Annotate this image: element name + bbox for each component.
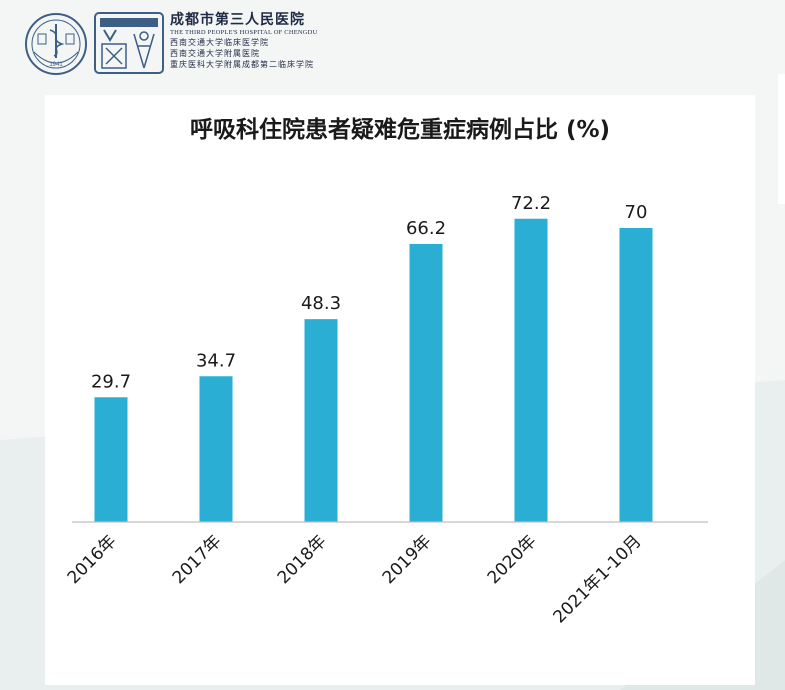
bar-chart: 呼吸科住院患者疑难危重症病例占比 (%) 29.7 34.7 48.3 66.2 72.… — [64, 116, 708, 627]
chart-title: 呼吸科住院患者疑难危重症病例占比 (%) — [190, 116, 610, 143]
bar-5 — [619, 228, 653, 522]
seal-year: 1941 — [49, 62, 63, 68]
affiliation-line-1: 西南交通大学临床医学院 — [170, 38, 269, 47]
bar-2 — [304, 319, 338, 522]
x-tick-label-2: 2018年 — [274, 531, 331, 588]
chart-panel: 呼吸科住院患者疑难危重症病例占比 (%) 29.7 34.7 48.3 66.2 72.… — [45, 95, 755, 685]
x-tick-label-5: 2021年1-10月 — [549, 531, 645, 627]
affiliation-line-2: 西南交通大学附属医院 — [170, 49, 260, 58]
value-label-1: 34.7 — [196, 350, 236, 371]
university-logo — [94, 12, 164, 74]
value-label-4: 72.2 — [511, 193, 551, 214]
value-label-3: 66.2 — [406, 218, 446, 239]
x-tick-label-4: 2020年 — [484, 531, 541, 588]
value-label-5: 70 — [625, 202, 648, 223]
hospital-name-en: THE THIRD PEOPLE'S HOSPITAL OF CHENGDU — [170, 29, 318, 36]
value-label-2: 48.3 — [301, 293, 341, 314]
value-labels-layer: 29.7 34.7 48.3 66.2 72.2 70 — [91, 193, 647, 393]
hospital-text-block: 成都市第三人民医院 THE THIRD PEOPLE'S HOSPITAL OF… — [170, 12, 410, 70]
bar-4 — [514, 218, 548, 522]
x-tick-label-1: 2017年 — [169, 531, 226, 588]
bar-3 — [409, 243, 443, 522]
bar-1 — [199, 376, 233, 522]
hospital-header: 1941 成都市第三人民医院 THE THIRD PEOPLE'S HOSPIT… — [24, 10, 404, 76]
hospital-seal-logo: 1941 — [25, 13, 87, 75]
affiliation-line-3: 重庆医科大学附属成都第二临床学院 — [170, 60, 314, 69]
x-tick-label-0: 2016年 — [64, 531, 121, 588]
x-tick-labels-layer: 2016年 2017年 2018年 2019年 2020年 2021年1-10月 — [64, 531, 646, 627]
adjacent-panel-edge — [778, 74, 785, 204]
value-label-0: 29.7 — [91, 371, 131, 392]
hospital-name: 成都市第三人民医院 — [170, 12, 305, 28]
bars-layer — [94, 218, 653, 522]
x-tick-label-3: 2019年 — [379, 531, 436, 588]
bar-0 — [94, 397, 128, 522]
